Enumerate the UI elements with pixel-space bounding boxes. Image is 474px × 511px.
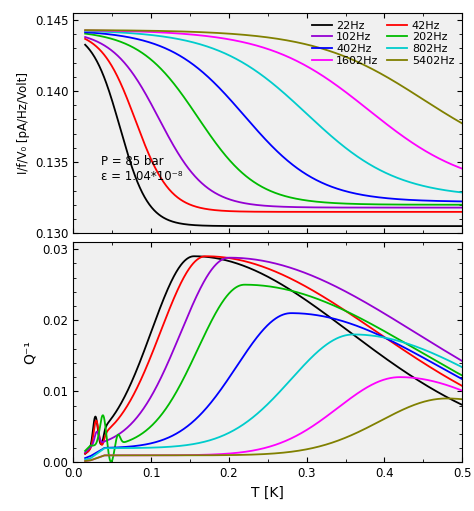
402Hz bbox=[82, 29, 88, 35]
102Hz bbox=[368, 204, 374, 211]
202Hz bbox=[322, 199, 328, 205]
402Hz bbox=[322, 181, 328, 188]
802Hz bbox=[407, 179, 413, 185]
102Hz bbox=[407, 204, 413, 211]
Y-axis label: Q⁻¹: Q⁻¹ bbox=[23, 340, 37, 364]
102Hz bbox=[82, 34, 88, 40]
1602Hz bbox=[301, 62, 307, 68]
802Hz bbox=[301, 108, 307, 114]
Line: 22Hz: 22Hz bbox=[85, 45, 462, 226]
22Hz bbox=[82, 42, 88, 48]
5402Hz bbox=[301, 41, 307, 47]
202Hz bbox=[311, 198, 317, 204]
102Hz bbox=[311, 204, 317, 211]
202Hz bbox=[407, 201, 413, 207]
Line: 102Hz: 102Hz bbox=[85, 37, 462, 207]
Line: 802Hz: 802Hz bbox=[85, 31, 462, 193]
X-axis label: T [K]: T [K] bbox=[251, 486, 284, 500]
Line: 202Hz: 202Hz bbox=[85, 34, 462, 205]
5402Hz bbox=[82, 27, 88, 33]
1602Hz bbox=[407, 138, 413, 144]
402Hz bbox=[459, 198, 465, 204]
1602Hz bbox=[105, 28, 111, 34]
102Hz bbox=[301, 204, 307, 211]
22Hz bbox=[459, 223, 465, 229]
22Hz bbox=[368, 223, 374, 229]
802Hz bbox=[459, 190, 465, 196]
802Hz bbox=[368, 162, 374, 168]
Line: 42Hz: 42Hz bbox=[85, 39, 462, 212]
Line: 402Hz: 402Hz bbox=[85, 32, 462, 201]
1602Hz bbox=[322, 75, 328, 81]
22Hz bbox=[311, 223, 317, 229]
42Hz bbox=[322, 209, 328, 215]
42Hz bbox=[311, 209, 317, 215]
Text: P = 85 bar
ε = 1.04*10⁻⁸: P = 85 bar ε = 1.04*10⁻⁸ bbox=[100, 155, 182, 183]
42Hz bbox=[301, 209, 307, 215]
42Hz bbox=[459, 209, 465, 215]
202Hz bbox=[459, 202, 465, 208]
5402Hz bbox=[407, 88, 413, 94]
1602Hz bbox=[459, 166, 465, 172]
42Hz bbox=[105, 57, 111, 63]
402Hz bbox=[407, 197, 413, 203]
5402Hz bbox=[311, 43, 317, 50]
402Hz bbox=[368, 193, 374, 199]
5402Hz bbox=[322, 47, 328, 53]
802Hz bbox=[82, 28, 88, 34]
202Hz bbox=[368, 201, 374, 207]
22Hz bbox=[301, 223, 307, 229]
42Hz bbox=[368, 209, 374, 215]
22Hz bbox=[105, 86, 111, 92]
1602Hz bbox=[311, 67, 317, 74]
42Hz bbox=[82, 36, 88, 42]
Legend: 22Hz, 102Hz, 402Hz, 1602Hz, 42Hz, 202Hz, 802Hz, 5402Hz: 22Hz, 102Hz, 402Hz, 1602Hz, 42Hz, 202Hz,… bbox=[310, 18, 456, 68]
102Hz bbox=[322, 204, 328, 211]
22Hz bbox=[407, 223, 413, 229]
5402Hz bbox=[105, 27, 111, 33]
5402Hz bbox=[459, 120, 465, 126]
202Hz bbox=[301, 197, 307, 203]
1602Hz bbox=[368, 109, 374, 115]
102Hz bbox=[459, 204, 465, 211]
Line: 1602Hz: 1602Hz bbox=[85, 31, 462, 169]
1602Hz bbox=[82, 28, 88, 34]
5402Hz bbox=[368, 65, 374, 72]
402Hz bbox=[311, 176, 317, 182]
202Hz bbox=[82, 31, 88, 37]
Line: 5402Hz: 5402Hz bbox=[85, 30, 462, 123]
802Hz bbox=[105, 29, 111, 35]
802Hz bbox=[322, 128, 328, 134]
22Hz bbox=[322, 223, 328, 229]
202Hz bbox=[105, 35, 111, 41]
102Hz bbox=[105, 45, 111, 51]
402Hz bbox=[301, 170, 307, 176]
802Hz bbox=[311, 118, 317, 124]
42Hz bbox=[407, 209, 413, 215]
Y-axis label: I/f/V₀ [pA/Hz/Volt]: I/f/V₀ [pA/Hz/Volt] bbox=[17, 72, 29, 174]
402Hz bbox=[105, 31, 111, 37]
